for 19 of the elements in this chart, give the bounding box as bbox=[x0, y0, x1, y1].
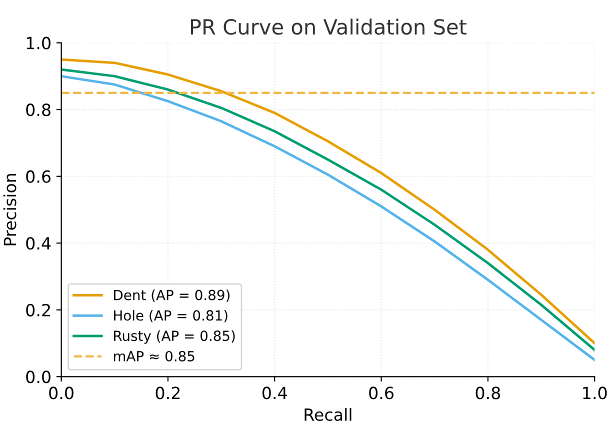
x-tick-label: 0.8 bbox=[476, 386, 500, 400]
y-axis-title: Precision bbox=[3, 174, 16, 246]
x-tick-label: 0.6 bbox=[369, 386, 394, 400]
y-tick-label: 0.2 bbox=[26, 304, 50, 316]
chart-title: PR Curve on Validation Set bbox=[190, 18, 466, 35]
legend-label: mAP ≈ 0.85 bbox=[114, 350, 194, 362]
x-tick-label: 0.2 bbox=[156, 386, 180, 400]
x-tick-label: 1.0 bbox=[583, 386, 607, 400]
x-axis-title: Recall bbox=[304, 408, 352, 421]
y-tick-label: 0.4 bbox=[26, 237, 51, 250]
legend-label: Hole (AP = 0.81) bbox=[114, 310, 228, 322]
y-tick-label: 0.0 bbox=[26, 370, 50, 384]
legend-label: Dent (AP = 0.89) bbox=[114, 290, 230, 302]
x-tick-label: 0.0 bbox=[49, 386, 74, 400]
legend-label: Rusty (AP = 0.85) bbox=[114, 330, 235, 344]
x-tick-label: 0.4 bbox=[262, 386, 287, 400]
y-tick-label: 0.8 bbox=[26, 104, 50, 116]
y-tick-label: 1.0 bbox=[26, 36, 50, 50]
y-tick-label: 0.6 bbox=[26, 170, 51, 183]
